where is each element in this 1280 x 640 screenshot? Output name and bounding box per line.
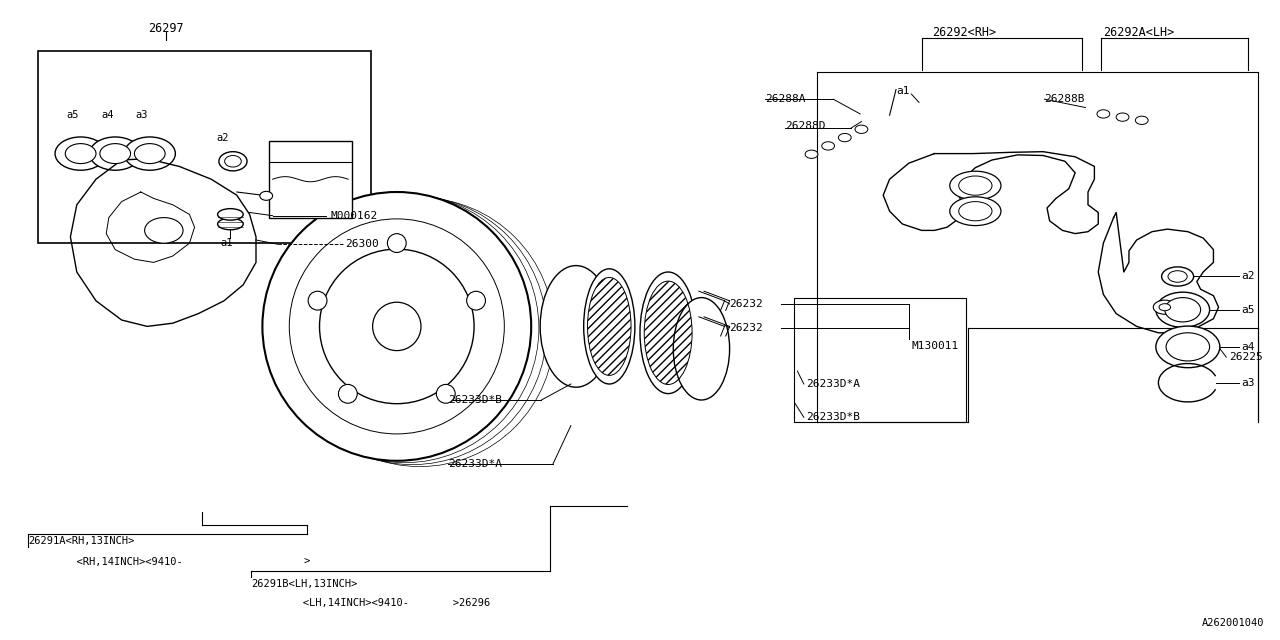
Text: a4: a4 <box>101 110 114 120</box>
Ellipse shape <box>65 143 96 164</box>
Text: 26233D*B: 26233D*B <box>448 395 502 405</box>
Text: 26291A<RH,13INCH>: 26291A<RH,13INCH> <box>28 536 134 546</box>
Ellipse shape <box>225 156 241 167</box>
Ellipse shape <box>260 191 273 200</box>
Ellipse shape <box>338 385 357 403</box>
Ellipse shape <box>1116 113 1129 122</box>
Polygon shape <box>883 152 1098 234</box>
Ellipse shape <box>1165 298 1201 322</box>
Text: a3: a3 <box>136 110 148 120</box>
Ellipse shape <box>950 172 1001 200</box>
Ellipse shape <box>100 143 131 164</box>
Ellipse shape <box>467 291 485 310</box>
Text: 26292A<LH>: 26292A<LH> <box>1103 26 1175 38</box>
Bar <box>38 51 371 243</box>
Text: 26300: 26300 <box>346 239 379 250</box>
Ellipse shape <box>219 152 247 171</box>
Text: 26233D*B: 26233D*B <box>806 412 860 422</box>
Text: A262001040: A262001040 <box>1202 618 1265 628</box>
Text: 26232: 26232 <box>730 299 763 309</box>
Ellipse shape <box>1162 267 1194 286</box>
Text: 26297: 26297 <box>148 22 184 35</box>
Ellipse shape <box>1169 271 1188 282</box>
Ellipse shape <box>145 218 183 243</box>
Text: >: > <box>303 557 310 567</box>
Ellipse shape <box>540 266 612 387</box>
Ellipse shape <box>959 202 992 221</box>
Text: 26232: 26232 <box>730 323 763 333</box>
Ellipse shape <box>134 143 165 164</box>
Text: <LH,14INCH><9410-       >26296: <LH,14INCH><9410- >26296 <box>284 598 490 608</box>
Ellipse shape <box>584 269 635 384</box>
Ellipse shape <box>436 385 456 403</box>
Ellipse shape <box>1135 116 1148 125</box>
Ellipse shape <box>959 176 992 195</box>
Text: 26225: 26225 <box>1229 352 1262 362</box>
Ellipse shape <box>822 142 835 150</box>
Text: 26291B<LH,13INCH>: 26291B<LH,13INCH> <box>251 579 357 589</box>
Ellipse shape <box>1156 326 1220 367</box>
Ellipse shape <box>388 234 406 253</box>
Text: M000162: M000162 <box>330 211 378 221</box>
Text: a1: a1 <box>896 86 910 96</box>
Ellipse shape <box>1153 300 1176 314</box>
Ellipse shape <box>1097 110 1110 118</box>
Text: a3: a3 <box>1242 378 1256 388</box>
Text: a1: a1 <box>220 238 233 248</box>
Ellipse shape <box>218 209 243 220</box>
Text: a2: a2 <box>216 132 229 143</box>
Ellipse shape <box>372 302 421 351</box>
Ellipse shape <box>1156 292 1210 328</box>
Ellipse shape <box>673 298 730 400</box>
Ellipse shape <box>308 291 326 310</box>
Ellipse shape <box>320 249 474 404</box>
Bar <box>269 141 352 218</box>
Ellipse shape <box>1166 333 1210 361</box>
Ellipse shape <box>218 218 243 230</box>
Ellipse shape <box>262 192 531 461</box>
Text: <RH,14INCH><9410-: <RH,14INCH><9410- <box>64 557 183 567</box>
Ellipse shape <box>1160 304 1170 311</box>
Polygon shape <box>1098 212 1219 333</box>
Ellipse shape <box>805 150 818 159</box>
Text: 26292<RH>: 26292<RH> <box>932 26 996 38</box>
Ellipse shape <box>640 272 696 394</box>
Ellipse shape <box>855 125 868 134</box>
Text: 26233D*A: 26233D*A <box>448 459 502 469</box>
Ellipse shape <box>55 137 106 170</box>
Bar <box>794 298 966 422</box>
Ellipse shape <box>838 134 851 142</box>
Text: 26233D*A: 26233D*A <box>806 379 860 389</box>
Text: a2: a2 <box>1242 271 1256 282</box>
Text: 26288D: 26288D <box>785 121 826 131</box>
Text: M130011: M130011 <box>911 340 959 351</box>
Text: 26288B: 26288B <box>1044 94 1085 104</box>
Text: 26288A: 26288A <box>765 94 806 104</box>
Ellipse shape <box>90 137 141 170</box>
Text: a5: a5 <box>1242 305 1256 315</box>
Ellipse shape <box>950 197 1001 226</box>
Text: a5: a5 <box>67 110 79 120</box>
Ellipse shape <box>124 137 175 170</box>
Text: a4: a4 <box>1242 342 1256 352</box>
